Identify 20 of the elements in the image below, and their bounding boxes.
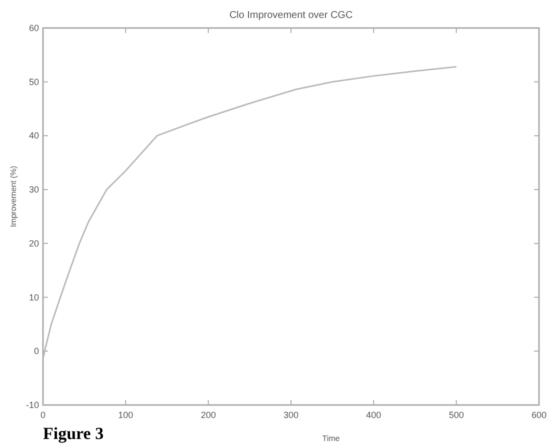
line-series: [42, 66, 458, 360]
y-tick-label: 10: [28, 292, 39, 302]
y-tick-label: -10: [26, 400, 39, 410]
y-tick-label: 20: [28, 238, 39, 248]
caption: Figure 3: [43, 424, 104, 443]
x-tick-label: 0: [40, 410, 46, 420]
x-tick-label: 600: [531, 410, 547, 420]
x-tick-label: 200: [200, 410, 216, 420]
x-tick-label: 400: [366, 410, 382, 420]
y-axis-title: Improvement (%): [9, 165, 18, 228]
x-tick-label: 300: [283, 410, 299, 420]
x-tick-label: 500: [448, 410, 464, 420]
y-tick-label: 0: [34, 346, 39, 356]
y-tick-label: 40: [28, 130, 39, 141]
y-tick-label: 50: [28, 76, 39, 87]
y-tick-label: 60: [28, 23, 39, 33]
y-tick-label: 30: [28, 184, 39, 195]
chart-title: Clo Improvement over CGC: [229, 10, 353, 21]
x-tick-label: 100: [118, 410, 134, 420]
x-axis-title: Time: [322, 434, 340, 443]
